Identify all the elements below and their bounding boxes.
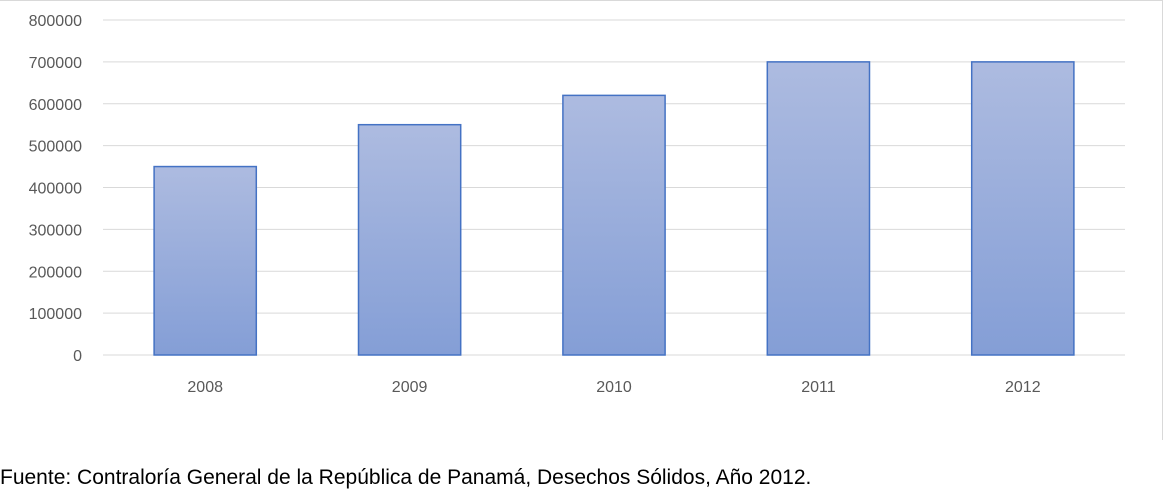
x-axis-ticks: 2008 2009 2010 2011 2012 <box>187 379 1040 396</box>
y-tick-label: 500000 <box>29 139 82 156</box>
x-tick-label: 2010 <box>596 379 632 396</box>
bar-2010 <box>562 94 666 356</box>
y-tick-label: 200000 <box>29 264 82 281</box>
bar-2008 <box>153 165 258 356</box>
bar-chart: 0 100000 200000 300000 400000 500000 600000 700… <box>29 13 1125 396</box>
bar-2012 <box>970 61 1075 356</box>
y-axis-ticks: 0 100000 200000 300000 400000 500000 600000 700… <box>29 13 82 365</box>
y-tick-label: 100000 <box>29 306 82 323</box>
y-tick-label: 700000 <box>29 55 82 72</box>
y-tick-label: 600000 <box>29 97 82 114</box>
source-note: Fuente: Contraloría General de la Repúbl… <box>0 466 812 489</box>
bar-2011 <box>766 61 871 356</box>
x-tick-label: 2011 <box>801 379 836 396</box>
x-tick-label: 2012 <box>1005 379 1041 396</box>
x-tick-label: 2008 <box>187 379 223 396</box>
y-tick-label: 300000 <box>29 222 82 239</box>
y-tick-label: 400000 <box>29 181 82 198</box>
y-tick-label: 0 <box>73 348 82 365</box>
x-tick-label: 2009 <box>392 379 428 396</box>
y-tick-label: 800000 <box>29 13 82 30</box>
bar-2009 <box>357 123 462 356</box>
chart-frame <box>0 0 1163 440</box>
bars <box>153 61 1075 356</box>
